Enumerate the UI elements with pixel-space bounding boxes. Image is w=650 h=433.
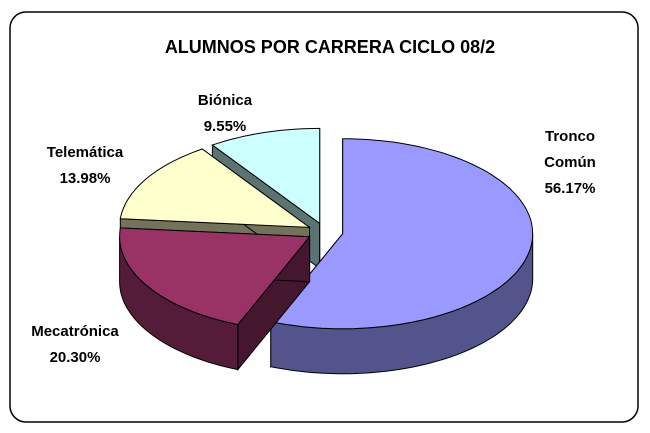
slice-top — [119, 227, 311, 326]
slice-top — [211, 127, 321, 225]
chart-title: ALUMNOS POR CARRERA CICLO 08/2 — [165, 37, 495, 57]
slice-top — [119, 148, 312, 228]
slice-label: Tronco Común 56.17% — [530, 124, 610, 202]
pie-slice — [269, 138, 534, 375]
slice-label: Biónica 9.55% — [180, 88, 270, 140]
category-label: Mecatrónica — [31, 323, 119, 340]
category-label: Biónica — [197, 92, 253, 109]
pie-slice — [119, 227, 311, 372]
value-label: 56.17% — [544, 180, 596, 197]
slice-top — [269, 138, 534, 330]
category-label: Telemática — [46, 144, 124, 161]
category-label: Tronco Común — [544, 128, 596, 171]
value-label: 20.30% — [49, 349, 101, 366]
value-label: 13.98% — [59, 170, 111, 187]
slice-label: Telemática 13.98% — [30, 140, 140, 192]
value-label: 9.55% — [203, 118, 247, 135]
slice-label: Mecatrónica 20.30% — [15, 319, 135, 371]
